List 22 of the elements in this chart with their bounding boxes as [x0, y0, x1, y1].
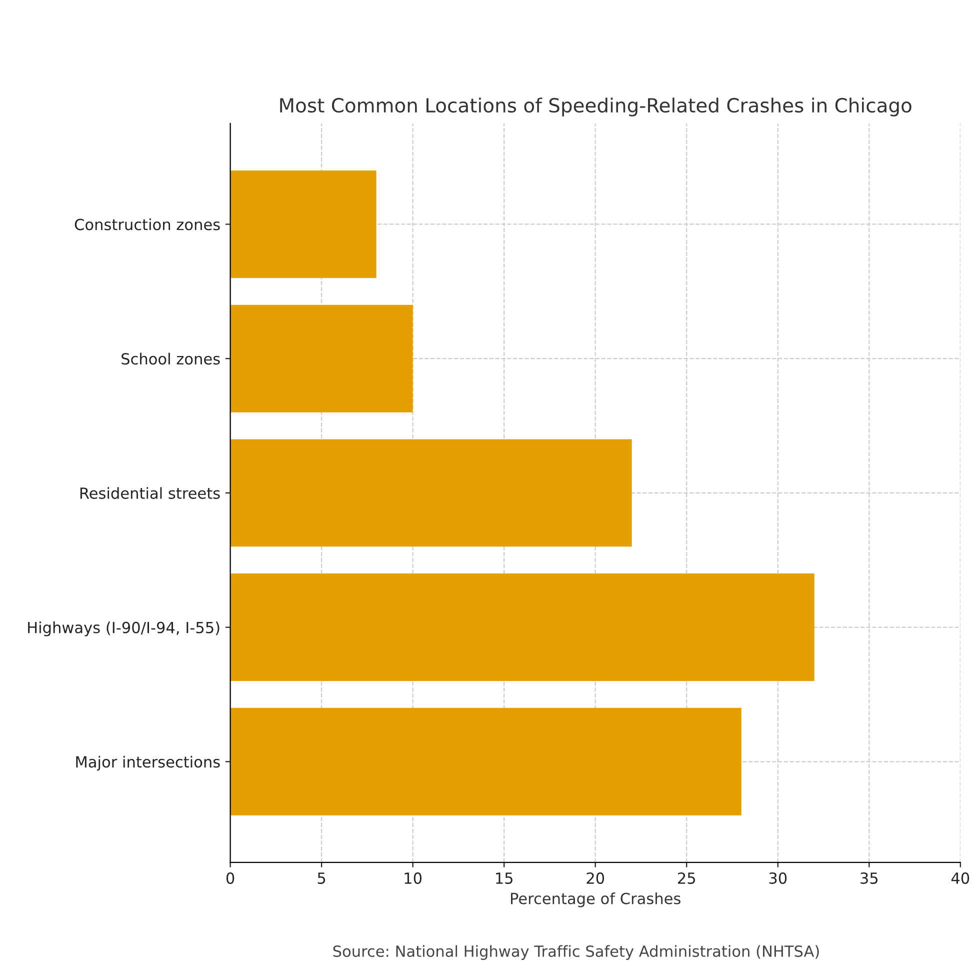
x-tick-label: 35 [860, 872, 878, 884]
x-tick-label: 40 [951, 872, 970, 884]
source-note: Source: National Highway Traffic Safety Administration (NHTSA) [333, 945, 819, 960]
bar [230, 708, 742, 816]
x-axis-title: Percentage of Crashes [511, 892, 680, 908]
bar [230, 304, 413, 412]
x-tick-label: 15 [496, 872, 512, 884]
bar [230, 439, 632, 547]
x-tick-label: 0 [226, 872, 234, 884]
x-tick-label: 10 [404, 872, 422, 884]
chart-title: Most Common Locations of Speeding-Related Crashes in Chicago [280, 98, 912, 116]
y-tick-label: Residential streets [80, 487, 220, 499]
y-tick-label: Highways (I-90/I-94, I-55) [28, 621, 220, 636]
x-tick-label: 30 [769, 872, 787, 884]
x-tick-label: 20 [586, 872, 604, 884]
bar [230, 170, 376, 278]
y-tick-label: School zones [122, 352, 220, 365]
x-tick-label: 25 [678, 872, 695, 884]
y-tick-label: Major intersections [76, 756, 220, 771]
y-tick-label: Construction zones [74, 218, 220, 230]
x-tick-label: 5 [318, 872, 326, 884]
bar [230, 574, 814, 682]
